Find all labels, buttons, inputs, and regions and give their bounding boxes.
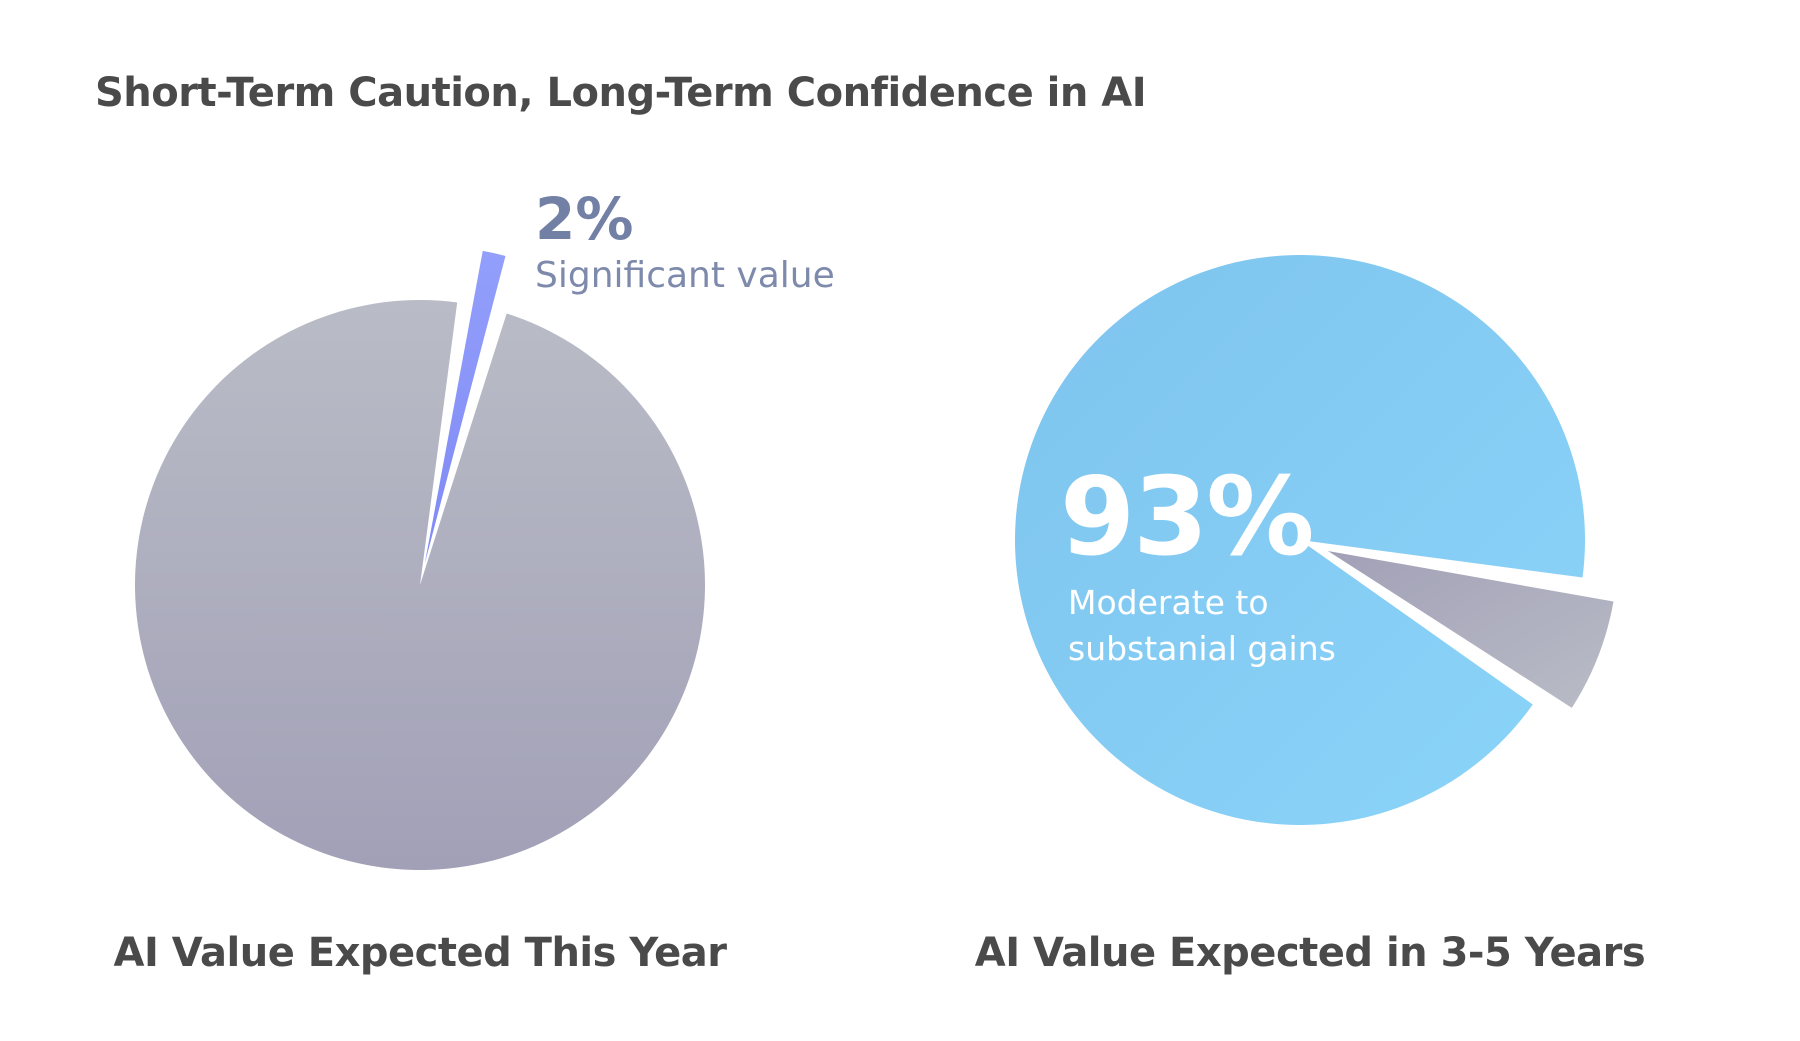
slice-label-value-significant: 2% xyxy=(535,185,634,253)
pie-slice-significant-value xyxy=(424,250,506,564)
pie-slice-moderate-to-substanial-gains xyxy=(1014,255,1585,826)
slice-label-significant-value: Significant value xyxy=(535,255,835,296)
pie-slice-remainder xyxy=(134,299,706,871)
slice-label-value-moderate-gains: 93% xyxy=(1060,455,1315,580)
pie-slice-remainder xyxy=(1327,550,1614,708)
pie-3-5-years xyxy=(1014,255,1614,826)
page-title: Short-Term Caution, Long-Term Confidence… xyxy=(95,70,1147,116)
chart-title-this-year: AI Value Expected This Year xyxy=(113,930,727,976)
pie-this-year xyxy=(134,250,706,871)
chart-title-3-5-years: AI Value Expected in 3-5 Years xyxy=(974,930,1646,976)
slice-label-moderate-gains: Moderate to substanial gains xyxy=(1068,583,1336,668)
